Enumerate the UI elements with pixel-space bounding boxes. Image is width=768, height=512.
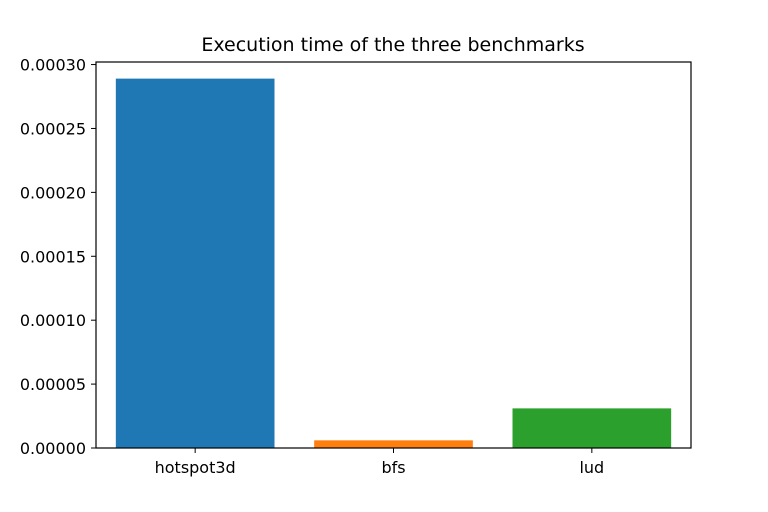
y-tick-label: 0.00025 [20,119,86,138]
plot-frame [95,61,692,449]
bar-lud [512,408,672,448]
bar-bfs [314,440,473,448]
chart-title: Execution time of the three benchmarks [201,34,584,56]
y-tick-label: 0.00030 [20,56,86,75]
y-tick-label: 0.00005 [20,375,86,394]
x-axis: hotspot3d bfs lud [155,448,604,477]
x-tick-label: lud [579,458,604,477]
y-tick-label: 0.00000 [20,439,86,458]
y-tick-label: 0.00010 [20,311,86,330]
y-axis: 0.00000 0.00005 0.00010 0.00015 0.00020 0.000… [20,56,96,458]
y-tick-label: 0.00020 [20,183,86,202]
bar-hotspot3d [115,78,275,449]
bars-layer [115,78,672,449]
y-tick-label: 0.00015 [20,247,86,266]
x-tick-label: hotspot3d [155,458,236,477]
x-tick-label: bfs [381,458,405,477]
